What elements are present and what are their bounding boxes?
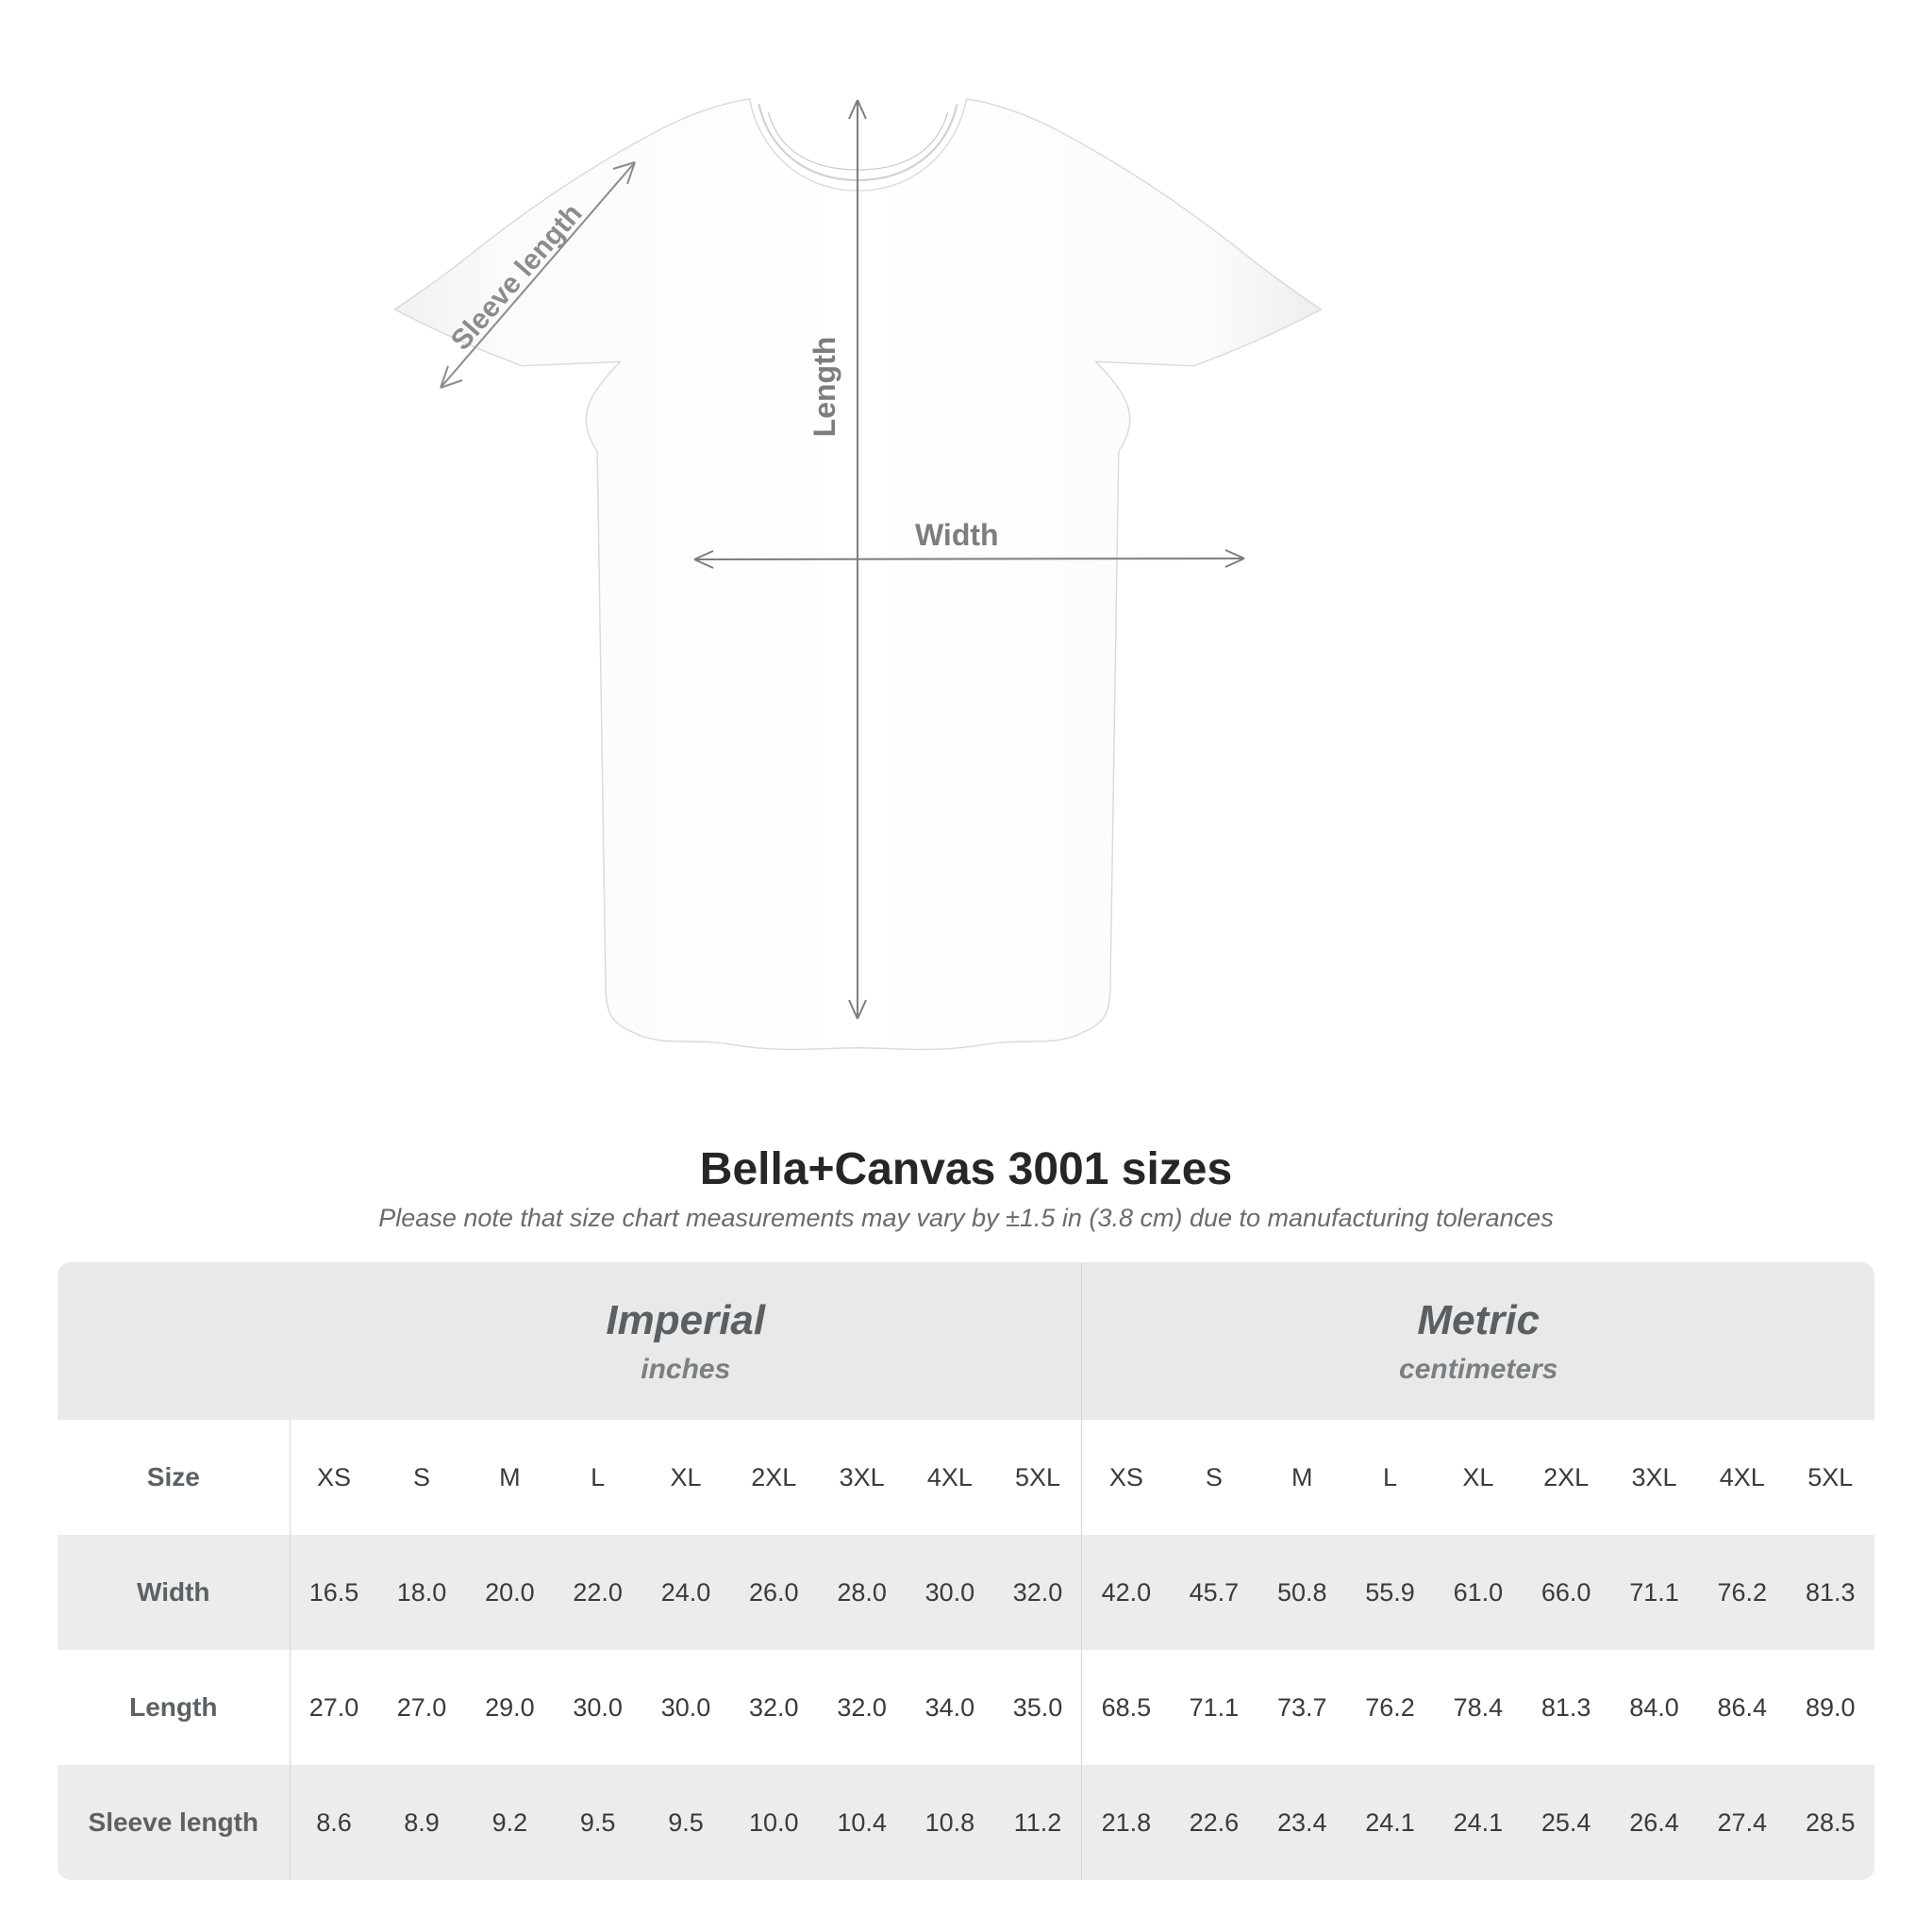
svg-text:Sleeve length: Sleeve length bbox=[445, 198, 589, 357]
svg-text:Width: Width bbox=[915, 518, 999, 552]
svg-text:Length: Length bbox=[808, 337, 841, 438]
